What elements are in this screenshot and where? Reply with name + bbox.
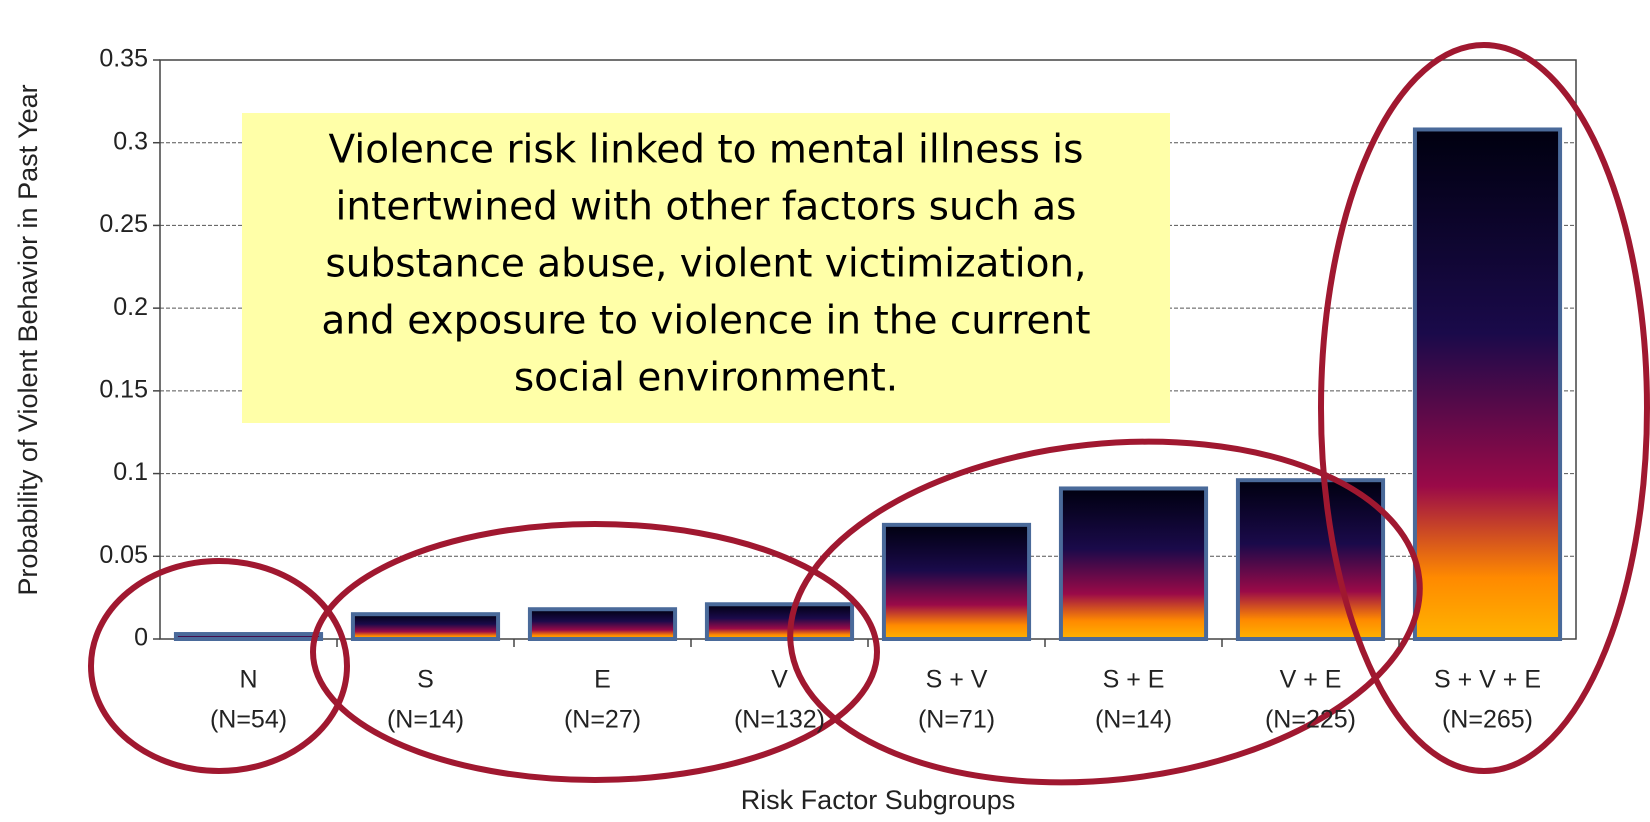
highlight-ellipse [1318,42,1650,774]
y-tick-label: 0.25 [99,210,148,238]
bar [350,612,501,642]
x-tick-sublabel: (N=225) [1265,706,1356,734]
y-tick-label: 0 [134,624,148,652]
x-tick-sublabel: (N=14) [1095,706,1172,734]
annotation-box [242,113,1170,423]
highlight-ellipse [310,521,880,783]
annotation-line: social environment. [514,356,898,401]
x-tick-label: S + V + E [1434,666,1541,694]
y-tick-label: 0.05 [99,541,148,569]
x-tick-sublabel: (N=71) [918,706,995,734]
bar [173,632,324,642]
x-tick-sublabel: (N=54) [210,706,287,734]
y-axis-label: Probability of Violent Behavior in Past … [13,84,43,595]
highlight-ellipse [787,438,1423,786]
x-tick-label: S + V [926,666,988,694]
x-tick-label: V [771,666,788,694]
bar [1058,486,1209,641]
y-tick-label: 0.1 [113,458,148,486]
x-tick-label: E [594,666,611,694]
x-tick-sublabel: (N=27) [564,706,641,734]
bar [1235,478,1386,641]
bar [1412,127,1563,641]
x-tick-label: V + E [1280,666,1342,694]
bar [704,602,855,642]
bar [527,607,678,641]
annotation-line: substance abuse, violent victimization, [325,242,1086,287]
x-tick-label: N [239,666,257,694]
y-tick-label: 0.35 [99,45,148,73]
x-axis-label: Risk Factor Subgroups [741,785,1016,815]
x-tick-sublabel: (N=14) [387,706,464,734]
bar [881,522,1032,642]
y-tick-label: 0.15 [99,375,148,403]
annotation-line: Violence risk linked to mental illness i… [329,128,1084,173]
annotation-line: intertwined with other factors such as [336,185,1077,230]
annotation-line: and exposure to violence in the current [321,299,1090,344]
x-tick-sublabel: (N=265) [1442,706,1533,734]
y-tick-label: 0.3 [113,127,148,155]
x-tick-label: S [417,666,434,694]
x-tick-label: S + E [1103,666,1165,694]
highlight-ellipse [88,558,350,774]
x-tick-sublabel: (N=132) [734,706,825,734]
y-tick-label: 0.2 [113,293,148,321]
